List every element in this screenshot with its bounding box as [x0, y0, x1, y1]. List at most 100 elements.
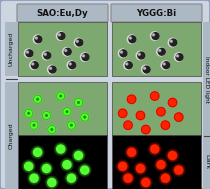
Circle shape [67, 121, 75, 129]
Circle shape [160, 173, 171, 184]
Circle shape [28, 112, 30, 114]
Circle shape [45, 176, 58, 189]
Circle shape [49, 66, 56, 73]
Circle shape [64, 48, 71, 55]
Circle shape [150, 144, 160, 154]
Circle shape [177, 55, 178, 57]
Circle shape [76, 40, 78, 42]
Text: Indoor LED light: Indoor LED light [204, 56, 209, 102]
Circle shape [42, 112, 51, 119]
Circle shape [175, 53, 183, 61]
Circle shape [77, 101, 80, 104]
Text: Uncharged: Uncharged [9, 32, 14, 66]
Circle shape [80, 53, 89, 61]
Circle shape [65, 50, 67, 51]
Circle shape [125, 146, 138, 159]
Circle shape [41, 163, 52, 174]
Circle shape [78, 164, 91, 177]
Circle shape [42, 164, 51, 173]
Circle shape [151, 92, 159, 100]
Circle shape [69, 63, 71, 65]
Circle shape [58, 33, 65, 40]
Circle shape [126, 63, 128, 65]
Circle shape [34, 148, 42, 156]
Circle shape [168, 151, 177, 160]
Circle shape [159, 50, 161, 51]
Bar [112, 135, 201, 189]
Bar [18, 22, 107, 76]
Circle shape [74, 38, 83, 47]
Circle shape [127, 95, 136, 104]
Text: Charged: Charged [9, 122, 14, 149]
Circle shape [136, 51, 145, 60]
Circle shape [63, 108, 71, 116]
Circle shape [32, 63, 34, 65]
Circle shape [22, 160, 35, 173]
Circle shape [81, 113, 89, 121]
Circle shape [163, 62, 170, 69]
Circle shape [151, 145, 159, 153]
Bar [112, 82, 201, 136]
Circle shape [142, 65, 150, 74]
Circle shape [127, 35, 136, 43]
Circle shape [65, 172, 78, 185]
Circle shape [44, 52, 51, 59]
Circle shape [175, 166, 183, 174]
Circle shape [140, 177, 151, 188]
Circle shape [46, 115, 47, 116]
Circle shape [138, 53, 140, 55]
FancyBboxPatch shape [5, 22, 18, 76]
Text: YGGG:Bi: YGGG:Bi [136, 9, 177, 18]
Circle shape [32, 147, 43, 158]
Circle shape [122, 172, 134, 185]
Circle shape [136, 164, 144, 173]
Circle shape [63, 161, 71, 169]
Circle shape [35, 36, 42, 43]
Circle shape [31, 146, 44, 159]
Circle shape [25, 109, 33, 117]
Circle shape [166, 149, 179, 162]
Circle shape [134, 162, 147, 175]
Circle shape [142, 125, 150, 134]
Circle shape [72, 149, 85, 162]
Circle shape [159, 172, 172, 185]
Circle shape [158, 48, 165, 55]
FancyBboxPatch shape [5, 82, 18, 189]
Circle shape [129, 37, 131, 39]
Circle shape [118, 109, 127, 118]
Circle shape [34, 95, 42, 103]
Circle shape [33, 124, 35, 126]
Circle shape [170, 40, 172, 42]
Circle shape [172, 164, 185, 177]
Circle shape [161, 121, 170, 129]
FancyBboxPatch shape [111, 4, 202, 22]
Circle shape [29, 173, 39, 184]
Circle shape [157, 47, 165, 56]
Circle shape [66, 173, 77, 184]
Circle shape [139, 176, 152, 189]
Circle shape [35, 37, 37, 39]
Circle shape [161, 61, 170, 69]
Circle shape [48, 178, 56, 187]
Circle shape [124, 174, 132, 182]
Circle shape [121, 51, 122, 53]
Circle shape [76, 39, 83, 46]
Circle shape [170, 39, 177, 46]
Circle shape [57, 92, 65, 100]
Circle shape [47, 177, 57, 188]
Circle shape [83, 55, 85, 57]
Circle shape [26, 50, 33, 57]
Circle shape [127, 148, 136, 156]
Circle shape [63, 47, 71, 56]
Circle shape [157, 108, 165, 116]
Circle shape [135, 163, 146, 174]
Circle shape [56, 32, 65, 40]
Circle shape [30, 174, 38, 182]
Circle shape [117, 161, 128, 172]
Circle shape [44, 53, 46, 55]
Circle shape [69, 62, 76, 69]
Circle shape [123, 173, 133, 184]
Circle shape [163, 63, 165, 65]
Circle shape [151, 32, 159, 40]
FancyBboxPatch shape [17, 4, 108, 22]
